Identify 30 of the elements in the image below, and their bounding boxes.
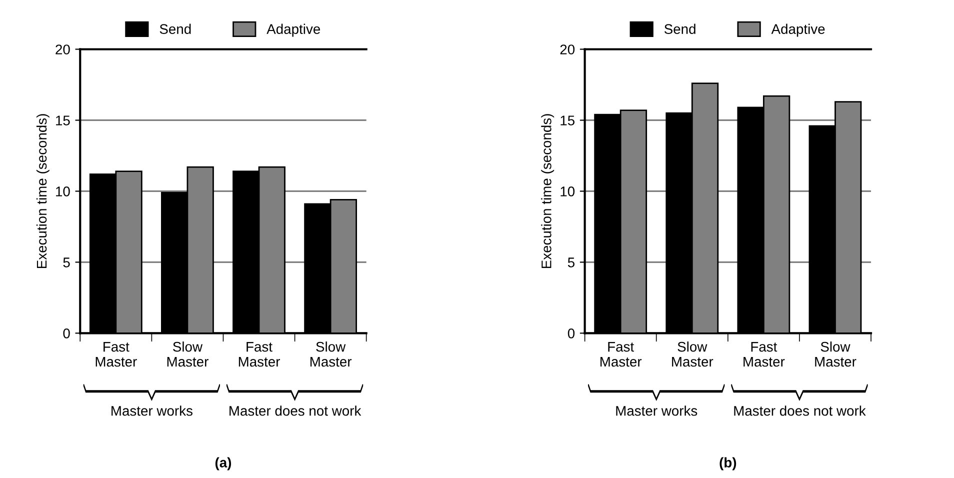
x-tick-label: Fast Master <box>238 342 280 367</box>
text: (b) <box>720 457 736 470</box>
y-tick-label: 0 <box>568 328 575 338</box>
x-tick-label: Fast Master <box>600 342 642 367</box>
text: Master does not work <box>230 406 362 416</box>
text: Master works <box>112 406 192 416</box>
x-tick-label: Slow Master <box>167 342 208 367</box>
x-tick-label: Fast Master <box>96 342 137 367</box>
text: (a) <box>215 457 232 470</box>
y-tick-label: 20 <box>56 44 70 54</box>
legend-label: Adaptive <box>771 24 825 37</box>
x-tick-label: Fast Master <box>744 342 785 367</box>
x-tick-label: Slow Master <box>672 342 714 367</box>
legend-label: Send <box>664 24 696 34</box>
legend-label: Send <box>160 24 191 34</box>
y-tick-label: 5 <box>63 258 70 268</box>
y-tick-label: 0 <box>63 328 70 338</box>
x-tick-label: Slow Master <box>815 342 856 367</box>
x-tick-label: Slow Master <box>310 342 352 367</box>
y-tick-label: 15 <box>56 116 70 126</box>
y-tick-label: 20 <box>560 44 575 54</box>
text: Master works <box>616 406 698 416</box>
legend-label: Adaptive <box>266 24 320 37</box>
y-axis-title: Execution time (seconds) <box>36 114 50 268</box>
text: Master does not work <box>734 406 866 416</box>
y-tick-label: 15 <box>560 116 574 126</box>
y-axis-title: Execution time (seconds) <box>541 114 554 268</box>
y-tick-label: 10 <box>56 186 70 196</box>
y-tick-label: 10 <box>560 186 575 196</box>
y-tick-label: 5 <box>568 258 574 268</box>
